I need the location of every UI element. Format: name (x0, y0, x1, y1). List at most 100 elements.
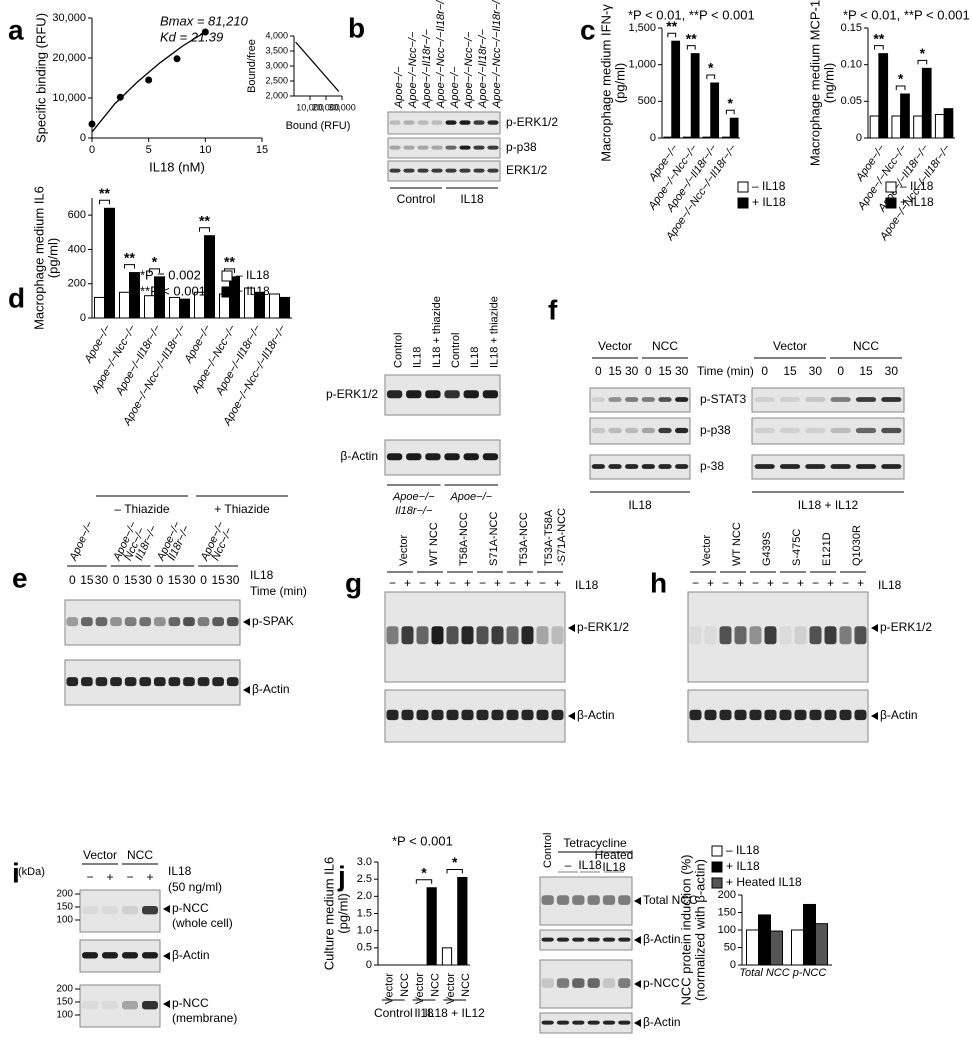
blot-band (417, 145, 429, 150)
blot-band (854, 626, 867, 645)
blot-band (855, 464, 877, 469)
blot-band (618, 937, 631, 942)
blot-band (102, 952, 118, 959)
sign-label: − (722, 576, 729, 590)
lane-label: Control (542, 833, 554, 868)
legend-swatch (737, 197, 749, 209)
lane-label: IL18 (412, 347, 424, 368)
legend-label: + Heated IL18 (726, 875, 802, 889)
blot-band (102, 1000, 118, 1010)
blot-band (482, 390, 499, 399)
blot-band (608, 397, 622, 402)
lane-label: WT NCC (428, 522, 440, 566)
group-label: Apoe−/− (392, 491, 435, 503)
blot-band (839, 626, 852, 645)
sign-label: + (767, 576, 774, 590)
blot-band (473, 145, 485, 150)
blot-band (587, 937, 600, 942)
blot-band (445, 120, 457, 125)
blot-band (794, 709, 807, 721)
lane-label: Apoe−/−Ncc−/−Il18r−/− (435, 0, 447, 109)
blot-band (734, 709, 747, 721)
blot-band (602, 895, 616, 905)
blot-band (749, 626, 762, 645)
blot-band (124, 617, 137, 627)
bar (154, 276, 165, 319)
significance: ** (124, 249, 135, 265)
arrowhead (163, 905, 170, 913)
blot-band (764, 626, 777, 645)
legend-label: + IL18 (752, 195, 786, 209)
group-label: Vector (773, 339, 807, 353)
time-label: 30 (226, 573, 240, 587)
blot-band (719, 709, 732, 721)
blot-band (830, 427, 851, 434)
lane-label: IL18 (578, 858, 602, 872)
blot-band (521, 709, 534, 721)
blot-band (641, 464, 655, 469)
band-label: β-Actin (172, 948, 210, 962)
blot (64, 599, 241, 646)
blot-band (416, 626, 429, 645)
blot-band (446, 626, 459, 645)
treatment-label: IL18 (250, 568, 274, 582)
blot-band (95, 677, 108, 687)
blot-band (476, 626, 489, 645)
arrowhead (243, 618, 250, 626)
band-label: β-Actin (643, 1015, 681, 1029)
blot-band (476, 709, 489, 721)
blot-band (754, 427, 775, 434)
blot-band (81, 617, 93, 627)
blot-band (487, 145, 499, 150)
y-tick-label: 200 (68, 278, 86, 290)
sign-label: − (419, 576, 426, 590)
time-label: 30 (809, 364, 823, 378)
y-tick-label: 0.15 (841, 22, 862, 34)
bar (721, 136, 731, 139)
legend-label: – IL18 (726, 843, 760, 857)
blot-band (572, 895, 585, 905)
blot-band (779, 709, 792, 721)
treatment-label: IL18 (878, 578, 902, 592)
bar (891, 115, 902, 139)
y-axis-label: (ng/ml) (821, 63, 836, 103)
blot-band (153, 617, 166, 627)
y-axis-label: (pg/ml) (612, 63, 627, 103)
blot-band (824, 626, 837, 645)
y-tick-label: 50 (724, 941, 736, 953)
y-axis-label: Bound/free (246, 39, 258, 93)
blot-band (403, 120, 415, 125)
bar (94, 296, 105, 319)
sign-label: + (464, 576, 471, 590)
blot (384, 439, 501, 476)
lane-label: Vector (398, 534, 410, 566)
band-label: (membrane) (172, 1011, 237, 1025)
blot-band (618, 895, 631, 905)
significance: ** (224, 254, 235, 270)
bar (900, 93, 910, 139)
significance-bracket (446, 868, 463, 874)
bar (943, 108, 954, 139)
band-label: β-Actin (643, 932, 681, 946)
blot-band (459, 168, 471, 173)
blot-band (124, 677, 137, 687)
blot-band (431, 709, 444, 721)
group-label: Control (397, 192, 436, 206)
sign-label: + (106, 870, 113, 884)
time-label: 0 (837, 364, 844, 378)
blot (387, 137, 501, 159)
significance-bracket (706, 74, 716, 79)
blot-band (675, 397, 689, 402)
lane-label: E121D (821, 532, 833, 566)
x-axis-label: Bound (RFU) (286, 120, 351, 132)
time-label: 30 (95, 573, 109, 587)
fit-line (91, 31, 206, 133)
blot-band (142, 905, 158, 915)
sign-label: − (389, 576, 396, 590)
blot-band (463, 390, 479, 399)
blot-band (110, 677, 122, 687)
blot-band (719, 626, 732, 645)
bar (803, 903, 816, 966)
blot-band (445, 145, 457, 150)
panel-letter: b (348, 12, 365, 43)
